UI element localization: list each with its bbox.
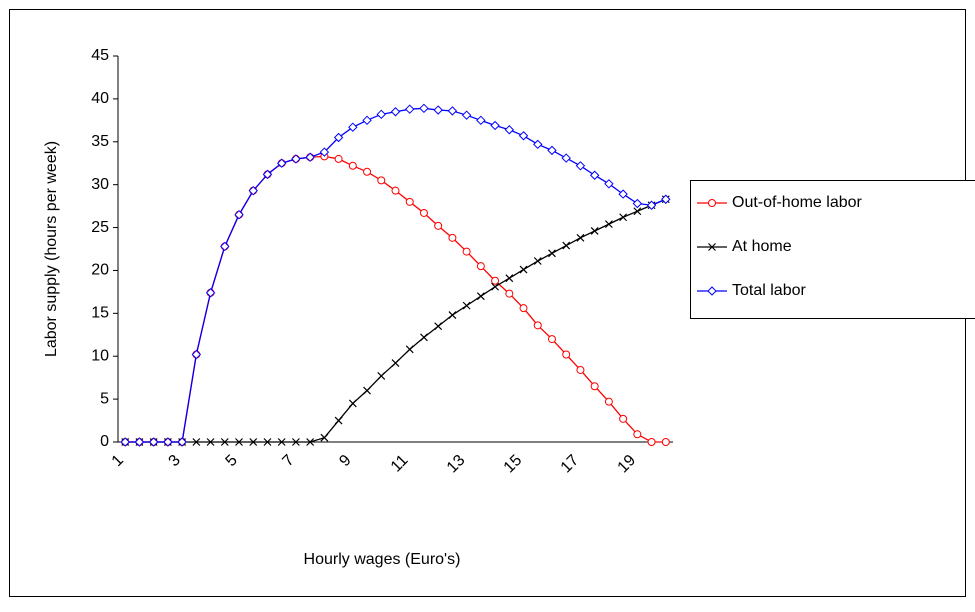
point — [634, 431, 641, 438]
legend-label: At home — [732, 238, 792, 255]
y-axis-title: Labor supply (hours per week) — [43, 141, 60, 357]
legend-label: Out-of-home labor — [732, 194, 863, 211]
y-tick-label: 35 — [91, 133, 109, 150]
y-tick-label: 20 — [91, 262, 109, 279]
y-tick-label: 10 — [91, 347, 109, 364]
point — [378, 177, 385, 184]
point — [534, 322, 541, 329]
y-tick-label: 15 — [91, 305, 109, 322]
point — [648, 439, 655, 446]
y-tick-label: 45 — [91, 47, 109, 64]
point — [392, 187, 399, 194]
point — [420, 209, 427, 216]
point — [709, 200, 716, 207]
point — [349, 162, 356, 169]
point — [605, 398, 612, 405]
point — [406, 198, 413, 205]
point — [335, 155, 342, 162]
point — [449, 234, 456, 241]
x-axis-title: Hourly wages (Euro's) — [304, 551, 461, 568]
point — [577, 366, 584, 373]
point — [591, 383, 598, 390]
y-tick-label: 30 — [91, 176, 109, 193]
point — [563, 351, 570, 358]
point — [620, 415, 627, 422]
y-tick-label: 0 — [100, 433, 109, 450]
point — [477, 263, 484, 270]
y-tick-label: 25 — [91, 219, 109, 236]
point — [520, 305, 527, 312]
point — [662, 439, 669, 446]
legend-label: Total labor — [732, 282, 806, 299]
y-tick-label: 40 — [91, 90, 109, 107]
point — [463, 248, 470, 255]
point — [492, 277, 499, 284]
y-tick-label: 5 — [100, 390, 109, 407]
point — [548, 336, 555, 343]
point — [506, 290, 513, 297]
point — [364, 168, 371, 175]
point — [435, 222, 442, 229]
